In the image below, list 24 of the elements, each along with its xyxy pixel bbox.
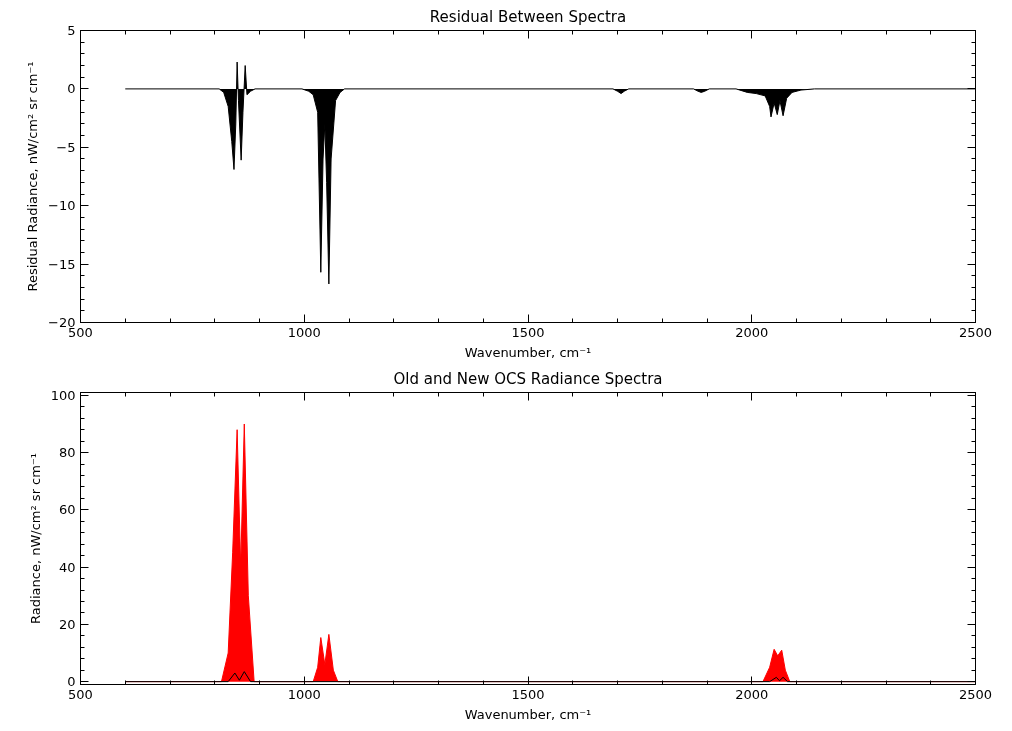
x-tick-label: 1000	[287, 686, 321, 702]
y-tick-label: 0	[67, 81, 76, 97]
y-tick-label: 20	[58, 616, 76, 632]
x-tick-label: 2500	[958, 686, 993, 702]
y-tick-label: 60	[58, 502, 76, 518]
x-tick-label: 1500	[511, 686, 545, 702]
y-axis-title: Residual Radiance, nW/cm² sr cm⁻¹	[25, 61, 41, 292]
x-axis-title: Wavenumber, cm⁻¹	[464, 706, 592, 722]
y-axis-title: Radiance, nW/cm² sr cm⁻¹	[27, 453, 43, 624]
y-tick-label: 100	[50, 387, 76, 403]
y-tick-label: −15	[48, 256, 76, 272]
x-tick-label: 2000	[735, 686, 769, 702]
chart-title: Old and New OCS Radiance Spectra	[393, 369, 663, 388]
chart-title: Residual Between Spectra	[429, 7, 627, 26]
y-tick-label: 5	[67, 23, 76, 38]
x-tick-label: 1500	[511, 324, 545, 340]
x-tick-label: 2000	[735, 324, 769, 340]
x-axis-title: Wavenumber, cm⁻¹	[464, 344, 592, 360]
x-tick-label: 2500	[958, 324, 993, 340]
y-tick-label: 80	[58, 445, 76, 461]
y-tick-label: −10	[48, 198, 76, 214]
y-tick-label: −5	[56, 139, 76, 155]
x-tick-label: 1000	[287, 324, 321, 340]
y-tick-label: 40	[58, 559, 76, 575]
